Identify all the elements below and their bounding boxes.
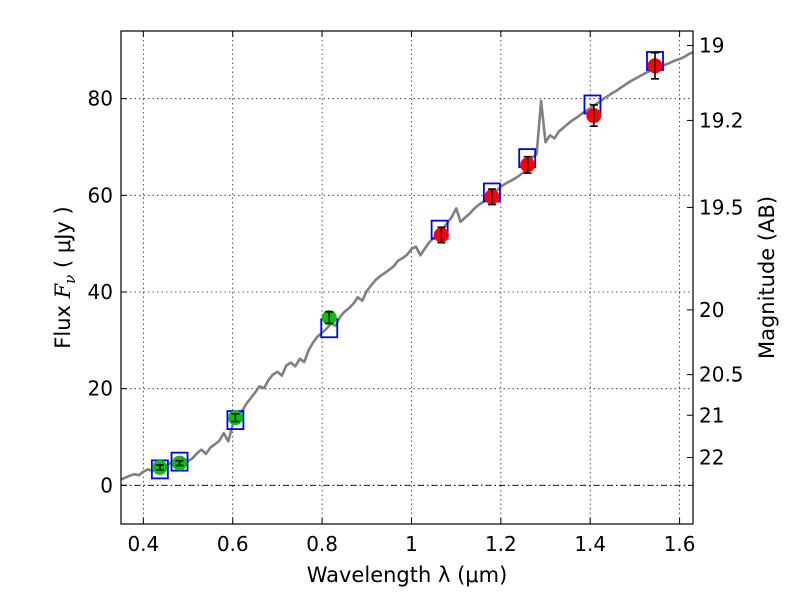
x-tick-label: 0.4 — [127, 532, 159, 556]
x-tick-label: 1.2 — [485, 532, 517, 556]
series-layer — [120, 51, 694, 481]
y-axis-label: Flux Fν ( μJy ) — [51, 206, 79, 348]
tick-layer: 0.4 0.6 0.8 1 1.2 1.4 1.6 0 20 40 60 80 19 19.2 19.5 20… — [88, 31, 744, 556]
x-tick-label: 0.6 — [217, 532, 249, 556]
right-tick-label: 22 — [699, 446, 724, 470]
grid-layer — [121, 31, 693, 524]
x-tick-label: 0.8 — [306, 532, 338, 556]
right-axis-label: Magnitude (AB) — [755, 196, 779, 359]
y-axis-label-unit: ( μJy ) — [51, 206, 75, 274]
x-tick-label: 1.6 — [664, 532, 696, 556]
right-tick-label: 20.5 — [699, 363, 744, 387]
x-axis-label: Wavelength λ (μm) — [307, 563, 508, 587]
right-tick-label: 19 — [699, 34, 724, 58]
y-tick-label: 60 — [88, 183, 113, 207]
x-tick-label: 1 — [405, 532, 418, 556]
right-tick-label: 19.5 — [699, 195, 744, 219]
plot-frame — [120, 30, 694, 525]
right-tick-label: 19.2 — [699, 108, 744, 132]
y-axis-label-symbol: F — [51, 282, 75, 299]
right-tick-label: 20 — [699, 298, 724, 322]
model-photometry-square — [170, 451, 189, 472]
y-tick-label: 40 — [88, 280, 113, 304]
y-axis-label-subscript: ν — [61, 275, 79, 284]
right-tick-label: 21 — [699, 403, 724, 427]
x-tick-label: 1.4 — [574, 532, 606, 556]
y-axis-label-prefix: Flux — [51, 298, 75, 348]
y-tick-label: 80 — [88, 87, 113, 111]
y-tick-label: 0 — [100, 473, 113, 497]
y-tick-label: 20 — [88, 377, 113, 401]
model-spectrum-line — [120, 51, 694, 481]
